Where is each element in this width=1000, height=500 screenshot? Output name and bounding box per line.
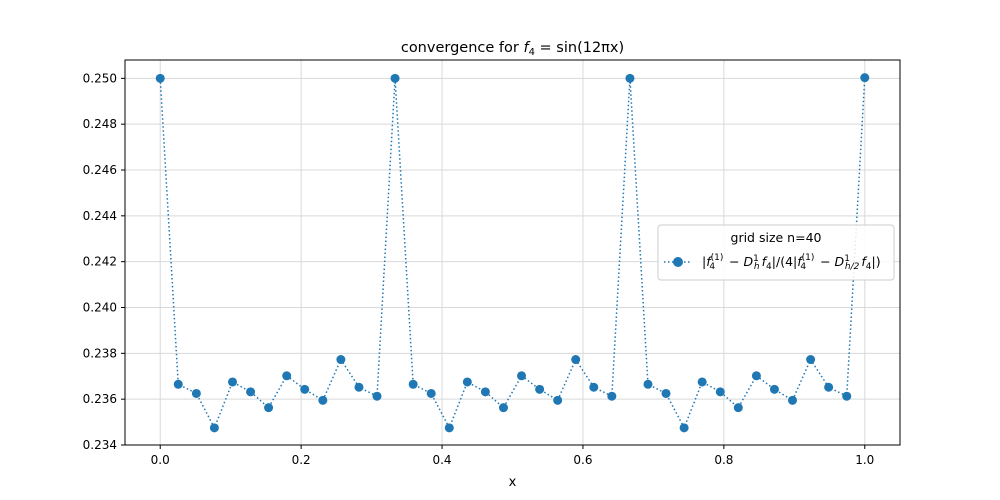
data-point [462,377,472,387]
y-tick-label: 0.244 [83,209,117,223]
data-point [498,403,508,413]
data-point [480,387,490,397]
data-point [426,388,436,398]
y-tick-label: 0.248 [83,117,117,131]
x-tick-label: 0.2 [292,453,311,467]
data-point [806,355,816,365]
data-point [860,73,870,83]
data-point [787,395,797,405]
data-point [318,395,328,405]
data-point [824,382,834,392]
x-tick-label: 0.6 [573,453,592,467]
legend-entry-label: |f(1) 4 − D1 h f4|/(4|f(1) 4 − D1 h/2 f4|) [702,253,881,272]
data-point [372,391,382,401]
legend-title: grid size n=40 [731,230,822,245]
data-point [571,355,581,365]
y-tick-label: 0.238 [83,346,117,360]
legend: grid size n=40 |f(1) 4 − D1 h f4|/(4|f(1) 4 … [657,224,895,281]
data-point [535,384,545,394]
data-point [155,73,165,83]
x-tick-label: 0.4 [432,453,451,467]
ticks: 0.0 0.2 0.4 0.6 0.8 1.0 0.234 0.236 0.238 0.240 0.… [83,71,875,467]
data-point [336,355,346,365]
data-point [679,423,689,433]
y-tick-label: 0.242 [83,255,117,269]
data-point [390,73,400,83]
data-point [246,387,256,397]
data-point [354,382,364,392]
data-point [300,384,310,394]
data-point [715,387,725,397]
data-point [191,388,201,398]
data-point [751,371,761,381]
data-point [553,395,563,405]
data-point [842,391,852,401]
chart-title: convergence for f4 = sin(12πx) [401,40,624,58]
data-point [517,371,527,381]
data-point [209,423,219,433]
data-point [408,379,418,389]
data-point [733,403,743,413]
x-axis-label: x [509,475,517,490]
data-point [697,377,707,387]
y-tick-label: 0.236 [83,392,117,406]
legend-marker [673,257,683,267]
data-point [607,391,617,401]
legend-box [657,224,895,281]
series-layer [155,73,870,433]
data-point [589,382,599,392]
x-tick-label: 1.0 [855,453,874,467]
data-point [228,377,238,387]
y-tick-label: 0.250 [83,71,117,85]
data-point [769,384,779,394]
data-point [661,388,671,398]
y-tick-label: 0.246 [83,163,117,177]
data-point [264,403,274,413]
data-point [625,73,635,83]
x-tick-label: 0.8 [714,453,733,467]
data-point [444,423,454,433]
y-tick-label: 0.234 [83,438,117,452]
x-tick-label: 0.0 [151,453,170,467]
y-tick-label: 0.240 [83,301,117,315]
plot-frame [124,59,901,446]
data-point [173,379,183,389]
data-point [282,371,292,381]
data-point [643,379,653,389]
